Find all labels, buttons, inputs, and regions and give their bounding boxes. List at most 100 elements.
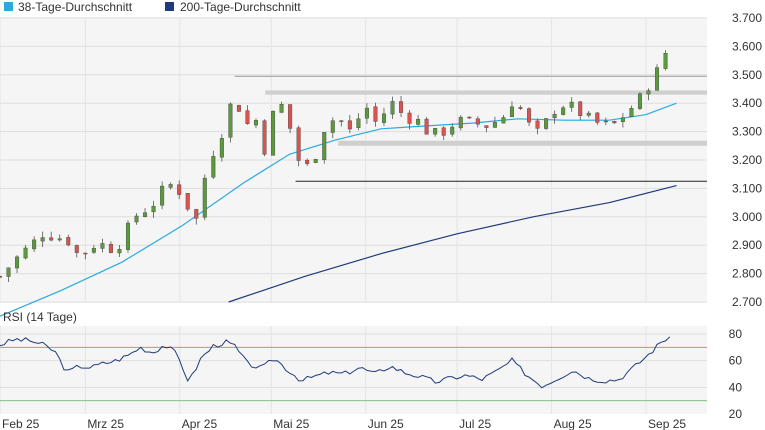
candle-body xyxy=(253,120,258,126)
x-tick-label: Aug 25 xyxy=(554,417,592,430)
candle-body xyxy=(595,112,600,123)
candle xyxy=(177,180,182,200)
candle-body xyxy=(262,120,267,155)
candle-body xyxy=(373,106,378,122)
moving-averages xyxy=(0,102,677,317)
candle xyxy=(262,119,267,157)
candle-body xyxy=(117,249,122,254)
rsi-y-tick-label: 40 xyxy=(729,380,743,394)
candle-body xyxy=(475,118,480,125)
candle xyxy=(364,103,369,124)
rsi-y-tick-label: 60 xyxy=(729,354,743,368)
candle-body xyxy=(313,159,318,163)
candle xyxy=(441,126,446,141)
candle-body xyxy=(339,120,344,122)
candle-body xyxy=(49,237,54,241)
candle xyxy=(160,181,165,210)
x-tick-label: Jul 25 xyxy=(459,417,491,430)
candle-body xyxy=(330,120,335,133)
candle xyxy=(57,234,62,242)
candle xyxy=(288,104,293,134)
candle-body xyxy=(501,117,506,124)
candle xyxy=(219,133,224,162)
x-tick-label: Feb 25 xyxy=(2,417,40,430)
ma200-line xyxy=(228,185,677,303)
candle xyxy=(620,112,625,128)
candle xyxy=(433,127,438,137)
candle xyxy=(6,267,11,283)
candle-body xyxy=(603,120,608,123)
candle-body xyxy=(535,120,540,129)
candle-body xyxy=(125,222,130,250)
candle xyxy=(509,101,514,118)
candle xyxy=(416,114,421,126)
candle xyxy=(296,125,301,167)
price-y-tick-label: 3.500 xyxy=(732,68,762,82)
candle xyxy=(475,116,480,128)
candle-body xyxy=(279,104,284,113)
candle-body xyxy=(527,108,532,123)
candle xyxy=(32,236,37,252)
candle xyxy=(399,96,404,118)
x-tick-label: Sep 25 xyxy=(648,417,686,430)
candle-body xyxy=(637,93,642,109)
price-zone xyxy=(338,140,707,146)
candle xyxy=(194,208,199,225)
candle xyxy=(595,112,600,125)
candle-body xyxy=(655,67,660,91)
candle-body xyxy=(390,101,395,115)
candle-body xyxy=(620,117,625,122)
candle-body xyxy=(646,90,651,95)
candle-body xyxy=(185,193,190,210)
price-y-tick-label: 2.700 xyxy=(732,295,762,309)
candle-body xyxy=(74,245,79,253)
candle xyxy=(151,200,156,218)
candle xyxy=(381,107,386,127)
candle-body xyxy=(15,256,20,269)
candle-body xyxy=(305,159,310,164)
candle xyxy=(66,234,71,247)
candle-body xyxy=(40,237,45,242)
candle xyxy=(83,252,88,260)
candle xyxy=(202,174,207,221)
candle-body xyxy=(236,105,241,112)
candle xyxy=(373,102,378,127)
candle-body xyxy=(467,116,472,119)
candle xyxy=(424,117,429,135)
candle xyxy=(228,102,233,143)
candle-body xyxy=(484,125,489,128)
candle xyxy=(313,158,318,164)
rsi-line xyxy=(0,336,671,389)
candle xyxy=(253,118,258,129)
legend-swatch-ma38 xyxy=(4,2,13,11)
rsi-panel: RSI (14 Tage) 80 60 40 20 xyxy=(0,310,742,421)
candle-body xyxy=(245,110,250,124)
candle xyxy=(49,231,54,242)
x-tick-label: Jun 25 xyxy=(368,417,404,430)
candle-body xyxy=(586,112,591,116)
candle xyxy=(279,101,284,114)
candle-body xyxy=(151,206,156,213)
candle-body xyxy=(91,247,96,253)
price-y-tick-label: 3.200 xyxy=(732,153,762,167)
rsi-gridlines xyxy=(0,326,707,414)
candlesticks xyxy=(0,50,668,283)
candle-body xyxy=(441,127,446,136)
candle-body xyxy=(0,276,2,278)
candle-body xyxy=(211,156,216,178)
candle xyxy=(390,96,395,120)
x-tick-label: Mrz 25 xyxy=(87,417,124,430)
candle-body xyxy=(578,101,583,116)
candle xyxy=(356,113,361,131)
x-tick-label: Mai 25 xyxy=(273,417,309,430)
price-y-tick-label: 3.700 xyxy=(732,11,762,25)
candle xyxy=(245,105,250,125)
candle-body xyxy=(177,184,182,195)
candle-body xyxy=(450,126,455,135)
candle xyxy=(0,275,2,279)
candle-body xyxy=(544,118,549,129)
candle-body xyxy=(202,177,207,218)
candle xyxy=(501,115,506,124)
candle xyxy=(450,123,455,137)
candle xyxy=(467,116,472,120)
